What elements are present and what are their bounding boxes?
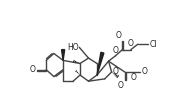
Text: O: O bbox=[128, 39, 134, 48]
Polygon shape bbox=[97, 52, 104, 75]
Text: O: O bbox=[130, 73, 136, 82]
Text: O: O bbox=[118, 81, 124, 90]
Text: Cl: Cl bbox=[149, 40, 157, 49]
Text: O: O bbox=[30, 65, 35, 74]
Text: O: O bbox=[113, 46, 118, 55]
Text: O: O bbox=[113, 67, 118, 76]
Text: O: O bbox=[142, 67, 147, 76]
Text: O: O bbox=[116, 31, 122, 40]
Polygon shape bbox=[62, 50, 65, 60]
Text: HO: HO bbox=[67, 43, 79, 52]
